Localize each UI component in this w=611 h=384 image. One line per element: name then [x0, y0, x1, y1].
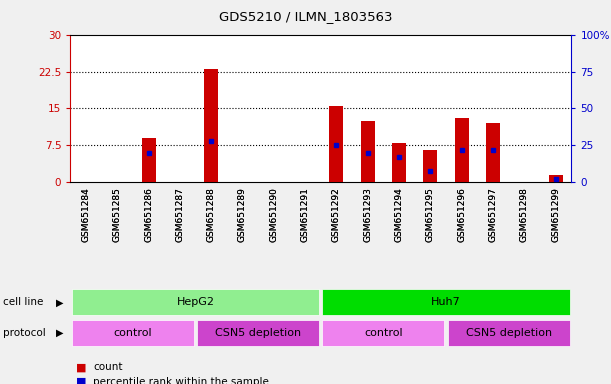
Text: GSM651289: GSM651289: [238, 188, 247, 242]
Text: CSN5 depletion: CSN5 depletion: [466, 328, 552, 338]
Text: Huh7: Huh7: [431, 297, 461, 308]
Bar: [360, 121, 375, 182]
Text: GSM651299: GSM651299: [551, 188, 560, 242]
Bar: [486, 123, 500, 182]
Text: GSM651297: GSM651297: [489, 188, 497, 242]
Text: ▶: ▶: [56, 328, 63, 338]
Text: GSM651294: GSM651294: [395, 188, 403, 242]
Bar: [423, 151, 437, 182]
Bar: [204, 69, 218, 182]
Text: GSM651284: GSM651284: [81, 188, 90, 242]
Text: GSM651291: GSM651291: [301, 188, 310, 242]
Text: GSM651298: GSM651298: [520, 188, 529, 242]
Text: GSM651284: GSM651284: [81, 188, 90, 242]
Bar: [455, 118, 469, 182]
Text: GDS5210 / ILMN_1803563: GDS5210 / ILMN_1803563: [219, 10, 392, 23]
Text: GSM651289: GSM651289: [238, 188, 247, 242]
Text: percentile rank within the sample: percentile rank within the sample: [93, 377, 269, 384]
Bar: [549, 175, 563, 182]
Bar: [72, 320, 194, 346]
Text: protocol: protocol: [3, 328, 46, 338]
Text: GSM651288: GSM651288: [207, 188, 216, 242]
Text: GSM651290: GSM651290: [269, 188, 278, 242]
Text: GSM651287: GSM651287: [175, 188, 185, 242]
Bar: [323, 290, 569, 315]
Text: GSM651298: GSM651298: [520, 188, 529, 242]
Text: GSM651285: GSM651285: [113, 188, 122, 242]
Text: CSN5 depletion: CSN5 depletion: [215, 328, 301, 338]
Text: GSM651297: GSM651297: [489, 188, 497, 242]
Text: GSM651293: GSM651293: [364, 188, 372, 242]
Text: GSM651299: GSM651299: [551, 188, 560, 242]
Text: cell line: cell line: [3, 297, 43, 308]
Bar: [142, 138, 156, 182]
Text: GSM651293: GSM651293: [364, 188, 372, 242]
Bar: [197, 320, 319, 346]
Text: GSM651288: GSM651288: [207, 188, 216, 242]
Text: GSM651295: GSM651295: [426, 188, 435, 242]
Text: count: count: [93, 362, 123, 372]
Text: ▶: ▶: [56, 297, 63, 308]
Text: ■: ■: [76, 377, 87, 384]
Bar: [448, 320, 569, 346]
Text: GSM651290: GSM651290: [269, 188, 278, 242]
Text: GSM651296: GSM651296: [457, 188, 466, 242]
Bar: [392, 143, 406, 182]
Text: HepG2: HepG2: [177, 297, 214, 308]
Text: control: control: [364, 328, 403, 338]
Text: GSM651291: GSM651291: [301, 188, 310, 242]
Bar: [72, 290, 319, 315]
Text: GSM651292: GSM651292: [332, 188, 341, 242]
Text: ■: ■: [76, 362, 87, 372]
Text: GSM651294: GSM651294: [395, 188, 403, 242]
Text: GSM651292: GSM651292: [332, 188, 341, 242]
Text: GSM651286: GSM651286: [144, 188, 153, 242]
Bar: [323, 320, 444, 346]
Text: GSM651296: GSM651296: [457, 188, 466, 242]
Text: GSM651286: GSM651286: [144, 188, 153, 242]
Text: GSM651285: GSM651285: [113, 188, 122, 242]
Text: GSM651287: GSM651287: [175, 188, 185, 242]
Text: GSM651295: GSM651295: [426, 188, 435, 242]
Text: control: control: [114, 328, 152, 338]
Bar: [329, 106, 343, 182]
